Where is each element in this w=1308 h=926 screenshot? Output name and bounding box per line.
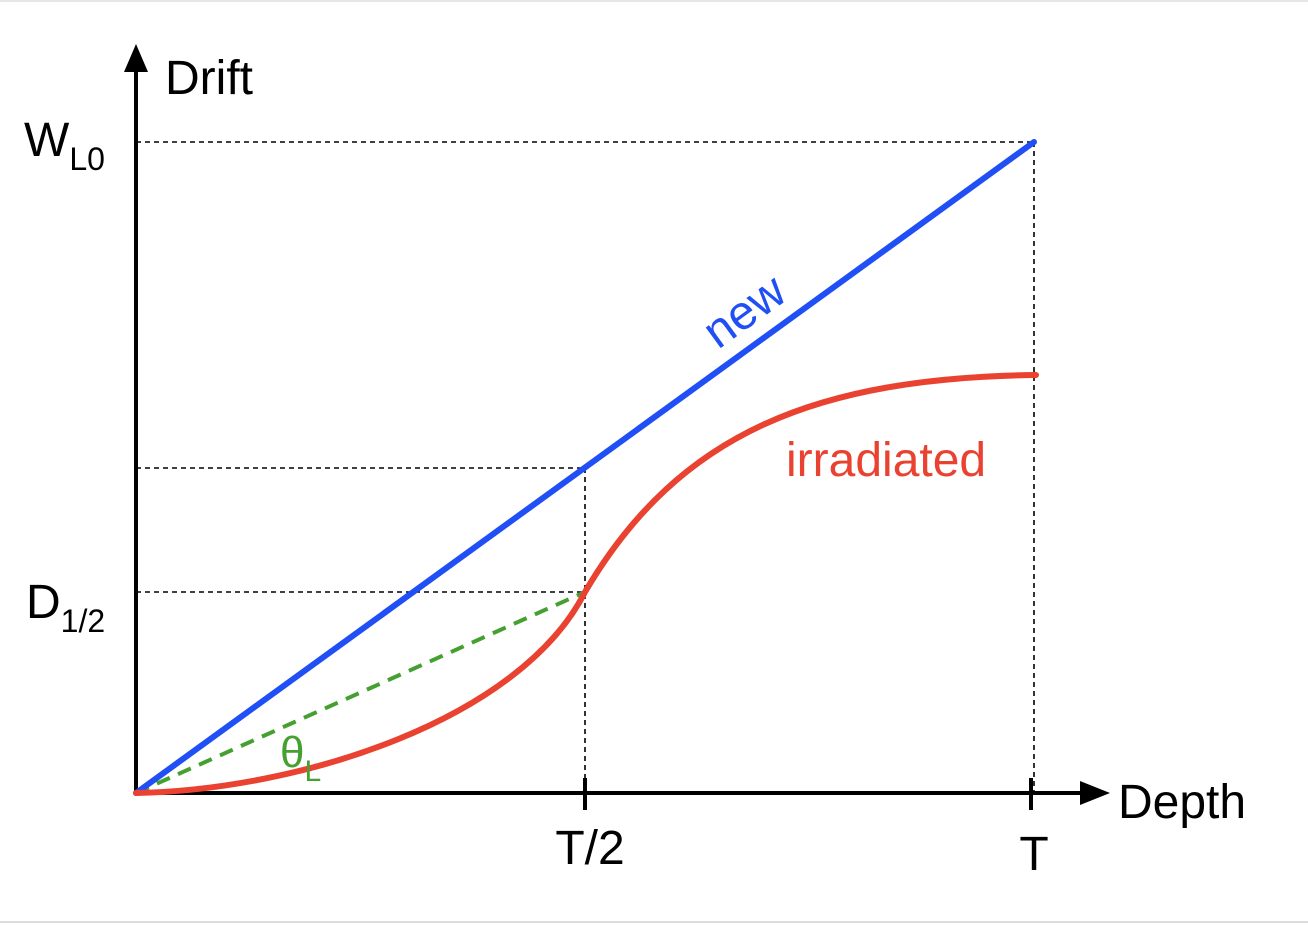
y-axis-title: Drift <box>165 52 253 105</box>
d-half-label: D1/2 <box>26 576 105 639</box>
wl0-label-main: W <box>24 114 70 167</box>
irradiated-curve <box>133 372 1039 796</box>
wl0-label: WL0 <box>24 114 105 177</box>
angle-label-sub: L <box>304 755 321 788</box>
guide-lines <box>136 141 1035 793</box>
d-half-label-main: D <box>26 576 61 629</box>
d-half-label-sub: 1/2 <box>61 603 105 639</box>
new-curve <box>133 139 1037 796</box>
x-axis-title: Depth <box>1118 776 1246 829</box>
x-axis-arrowhead <box>1080 781 1110 805</box>
angle-label: θL <box>280 728 321 788</box>
irradiated-curve-label: irradiated <box>786 434 986 487</box>
y-axis-arrowhead <box>124 44 148 72</box>
axes <box>124 44 1110 810</box>
new-curve-label: new <box>693 264 796 359</box>
wl0-label-sub: L0 <box>69 141 105 177</box>
x-tick-half-label: T/2 <box>555 822 624 875</box>
x-tick-full-label: T <box>1019 828 1048 881</box>
angle-label-main: θ <box>280 728 304 777</box>
angle-secant-line <box>135 590 586 795</box>
